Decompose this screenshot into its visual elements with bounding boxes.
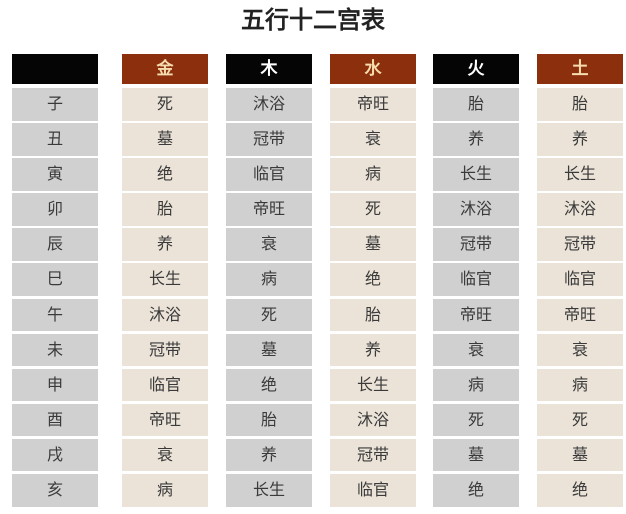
table-cell: 沐浴 <box>122 298 208 332</box>
table-cell: 衰 <box>537 333 623 367</box>
table-cell: 酉 <box>12 403 98 437</box>
column-header-earth: 土 <box>537 54 623 84</box>
column-header-wood: 木 <box>226 54 312 84</box>
table-cell: 亥 <box>12 474 98 507</box>
table-cell: 绝 <box>122 158 208 191</box>
table-cell: 丑 <box>12 123 98 156</box>
table-cell: 临官 <box>226 158 312 191</box>
table-cell: 冠带 <box>433 228 519 261</box>
table-cell: 临官 <box>330 474 416 507</box>
column-metal: 金死墓绝胎养长生 沐浴 冠带 临官 帝旺衰病 <box>122 54 208 509</box>
table-cell: 衰 <box>330 123 416 156</box>
table-cell: 长生 <box>330 368 416 402</box>
table-cell: 冠带 <box>330 438 416 472</box>
table-cell: 胎 <box>537 88 623 121</box>
column-water: 水帝旺衰病死墓绝胎养长生 沐浴 冠带 临官 <box>330 54 416 509</box>
table-cell: 沐浴 <box>330 403 416 437</box>
table-cell: 绝 <box>330 263 416 296</box>
table-cell: 帝旺 <box>226 193 312 226</box>
table-cell: 墓 <box>226 333 312 367</box>
table-cell: 冠带 <box>226 123 312 156</box>
table-cell: 申 <box>12 368 98 402</box>
table-cell: 胎 <box>226 403 312 437</box>
table-cell: 养 <box>433 123 519 156</box>
table-cell: 墓 <box>433 438 519 472</box>
table-cell: 墓 <box>330 228 416 261</box>
column-wood: 木沐浴 冠带 临官 帝旺衰病死墓绝胎养长生 <box>226 54 312 509</box>
table-cell: 衰 <box>226 228 312 261</box>
table-cell: 绝 <box>226 368 312 402</box>
table-cell: 死 <box>537 403 623 437</box>
table-cell: 绝 <box>537 474 623 507</box>
table-cell: 冠带 <box>537 228 623 261</box>
table-cell: 长生 <box>226 474 312 507</box>
table-cell: 子 <box>12 88 98 121</box>
table-cell: 临官 <box>122 368 208 402</box>
table-cell: 长生 <box>537 158 623 191</box>
table-cell: 墓 <box>122 123 208 156</box>
table-cell: 午 <box>12 298 98 332</box>
table-cell: 病 <box>330 158 416 191</box>
table-cell: 未 <box>12 333 98 367</box>
table-cell: 养 <box>537 123 623 156</box>
table-cell: 临官 <box>433 263 519 296</box>
table-cell: 卯 <box>12 193 98 226</box>
table-cell: 辰 <box>12 228 98 261</box>
column-branch: 子丑寅卯辰巳午未申酉戌亥 <box>12 54 98 509</box>
table-cell: 病 <box>537 368 623 402</box>
table-cell: 养 <box>122 228 208 261</box>
table-cell: 沐浴 <box>433 193 519 226</box>
table-cell: 寅 <box>12 158 98 191</box>
table-cell: 病 <box>122 474 208 507</box>
table-cell: 胎 <box>433 88 519 121</box>
table-cell: 绝 <box>433 474 519 507</box>
column-fire: 火胎养长生 沐浴 冠带 临官 帝旺衰病死墓绝 <box>433 54 519 509</box>
column-header-metal: 金 <box>122 54 208 84</box>
table-cell: 帝旺 <box>330 88 416 121</box>
table-cell: 死 <box>433 403 519 437</box>
column-header-water: 水 <box>330 54 416 84</box>
table-cell: 死 <box>226 298 312 332</box>
table-cell: 死 <box>122 88 208 121</box>
table-cell: 帝旺 <box>122 403 208 437</box>
table-cell: 长生 <box>122 263 208 296</box>
table-cell: 胎 <box>330 298 416 332</box>
table-cell: 养 <box>226 438 312 472</box>
table-cell: 帝旺 <box>433 298 519 332</box>
table-cell: 沐浴 <box>226 88 312 121</box>
table-cell: 戌 <box>12 438 98 472</box>
column-earth: 土胎养长生 沐浴 冠带 临官 帝旺衰病死墓绝 <box>537 54 623 509</box>
page-title: 五行十二宫表 <box>241 6 385 34</box>
table-cell: 墓 <box>537 438 623 472</box>
table-cell: 临官 <box>537 263 623 296</box>
table-cell: 死 <box>330 193 416 226</box>
table-cell: 病 <box>433 368 519 402</box>
table-cell: 病 <box>226 263 312 296</box>
table-cell: 帝旺 <box>537 298 623 332</box>
table-cell: 沐浴 <box>537 193 623 226</box>
table-cell: 养 <box>330 333 416 367</box>
column-header-branch <box>12 54 98 84</box>
table-cell: 冠带 <box>122 333 208 367</box>
table-cell: 胎 <box>122 193 208 226</box>
table-cell: 巳 <box>12 263 98 296</box>
table-cell: 长生 <box>433 158 519 191</box>
table-cell: 衰 <box>433 333 519 367</box>
column-header-fire: 火 <box>433 54 519 84</box>
table-cell: 衰 <box>122 438 208 472</box>
